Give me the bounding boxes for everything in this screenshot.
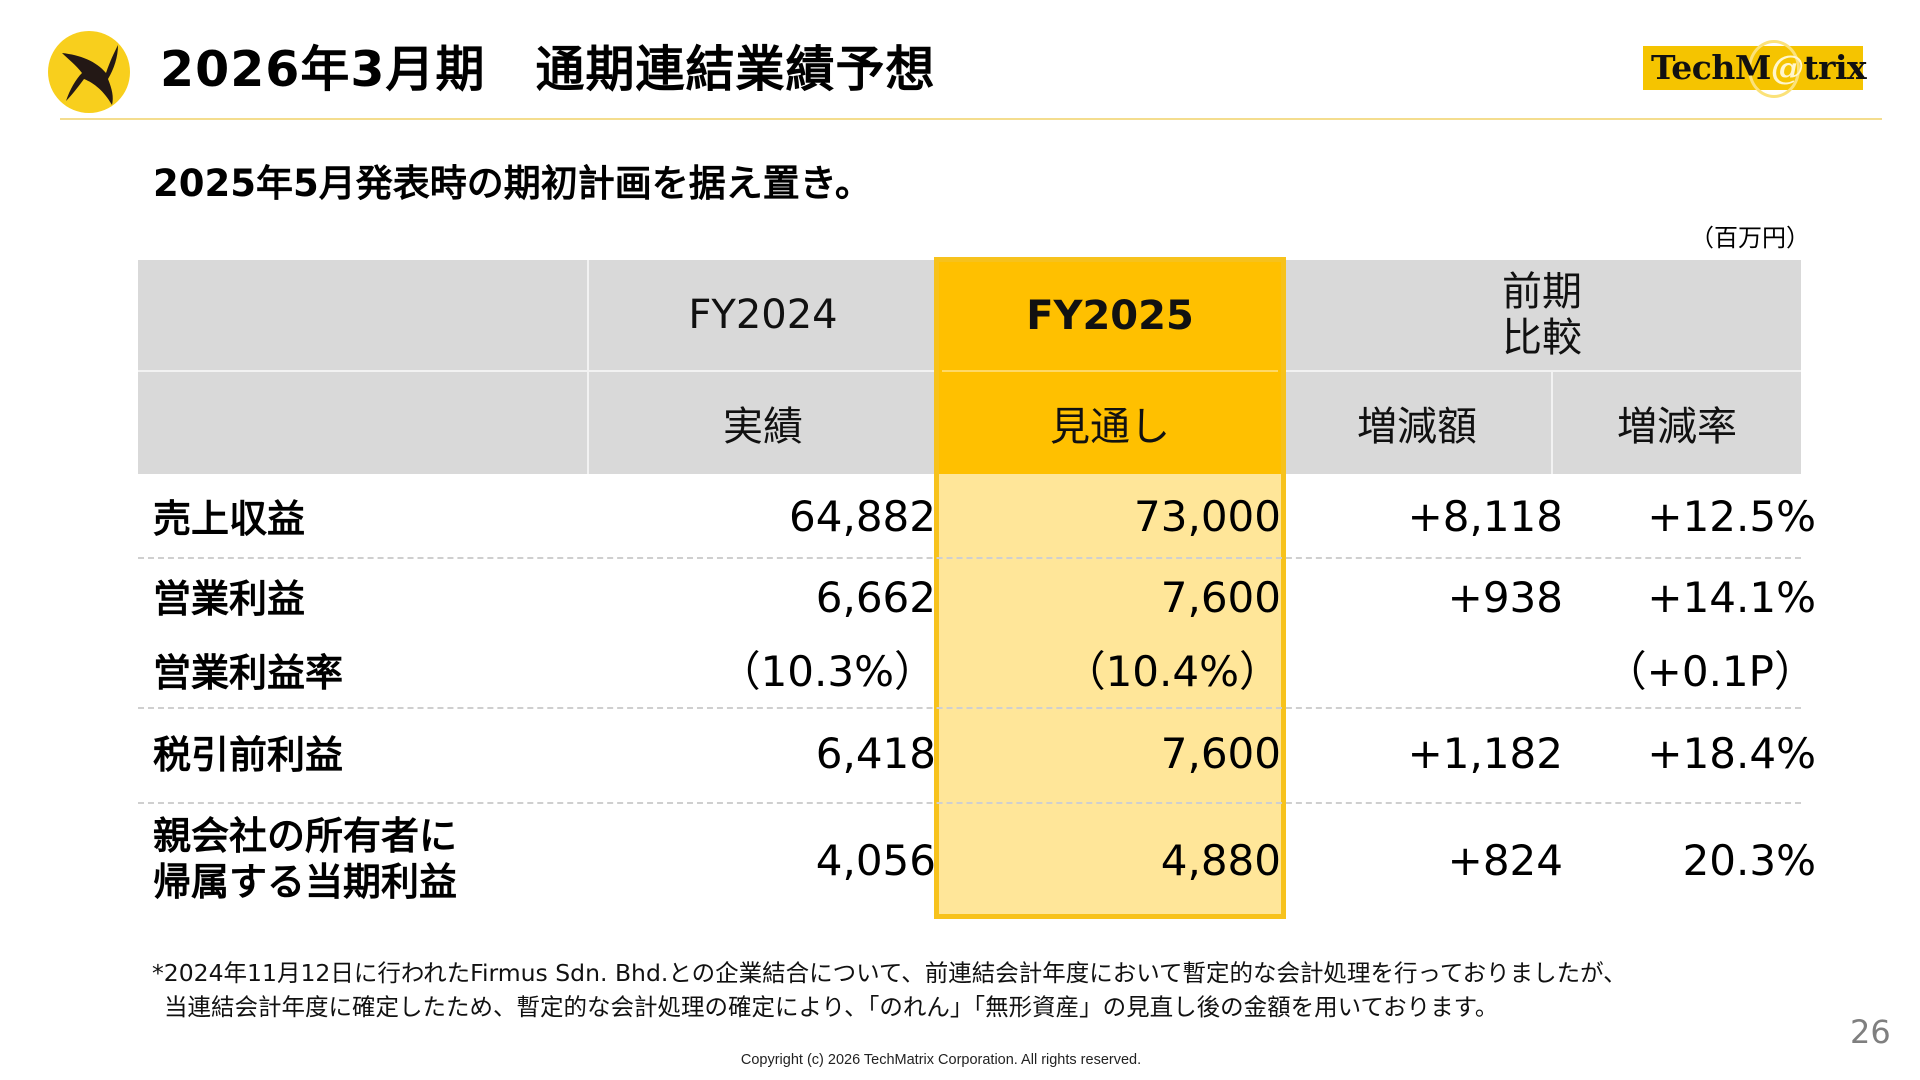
header-comparison: 前期 比較 xyxy=(1283,260,1801,372)
cell-fy2024: 4,056 xyxy=(815,836,936,885)
cell-diff: +8,118 xyxy=(1407,492,1563,541)
row-label-operating-profit: 営業利益 xyxy=(153,577,306,621)
row-divider xyxy=(138,557,1801,559)
cell-rate: 20.3% xyxy=(1682,836,1816,885)
header-divider xyxy=(60,118,1882,120)
techmatrix-brand-logo: TechM@trix xyxy=(1643,40,1867,98)
unit-label: （百万円） xyxy=(1690,224,1810,252)
row-label-net-profit: 親会社の所有者に 帰属する当期利益 xyxy=(153,813,457,905)
fy2025-header-divider xyxy=(942,370,1278,372)
row-label-net-profit-line2: 帰属する当期利益 xyxy=(153,860,458,904)
row-divider xyxy=(138,802,1801,804)
cell-fy2025: 7,600 xyxy=(1160,573,1281,622)
page-title: 2026年3月期 通期連結業績予想 xyxy=(160,41,936,98)
cell-rate: +12.5% xyxy=(1647,492,1816,541)
header-fy2025: FY2025 xyxy=(939,262,1281,370)
header-fy2025-sub: 見通し xyxy=(939,372,1281,474)
cell-fy2024: 64,882 xyxy=(789,492,936,541)
header-rate-label: 増減率 xyxy=(1617,404,1737,450)
footnote: *2024年11月12日に行われたFirmus Sdn. Bhd.との企業結合に… xyxy=(152,956,1627,1024)
brand-at-icon: @ xyxy=(1770,48,1804,87)
row-label-pretax-profit: 税引前利益 xyxy=(153,733,344,777)
cell-fy2024: 6,662 xyxy=(815,573,936,622)
cell-diff: +824 xyxy=(1447,836,1563,885)
cell-fy2025: 73,000 xyxy=(1134,492,1281,541)
header-actual-label: 実績 xyxy=(723,404,803,450)
header-fy2025-label: FY2025 xyxy=(1026,293,1194,339)
cell-diff: +1,182 xyxy=(1407,729,1563,778)
row-label-revenue: 売上収益 xyxy=(153,497,306,541)
header-empty-top xyxy=(138,260,589,372)
copyright: Copyright (c) 2026 TechMatrix Corporatio… xyxy=(740,1052,1142,1068)
brand-logo-text: TechM@trix xyxy=(1651,47,1867,89)
slide-subtitle: 2025年5月発表時の期初計画を据え置き。 xyxy=(153,162,872,205)
brand-text-post: trix xyxy=(1803,48,1867,87)
cell-fy2025: （10.4%） xyxy=(1063,647,1281,696)
footnote-line2: 当連結会計年度に確定したため、暫定的な会計処理の確定により、「のれん」「無形資産… xyxy=(164,993,1499,1021)
header-forecast-label: 見通し xyxy=(1050,404,1170,450)
cell-fy2025: 7,600 xyxy=(1160,729,1281,778)
techmatrix-x-logo-icon xyxy=(48,31,130,113)
header-fy2024-sub: 実績 xyxy=(589,372,937,474)
header-comparison-line1: 前期 xyxy=(1502,269,1582,315)
cell-diff: +938 xyxy=(1447,573,1563,622)
header-diff-label: 増減額 xyxy=(1357,404,1477,450)
header-fy2024-label: FY2024 xyxy=(688,292,838,338)
cell-rate: +14.1% xyxy=(1647,573,1816,622)
row-divider xyxy=(138,707,1801,709)
row-label-net-profit-line1: 親会社の所有者に xyxy=(153,814,458,858)
cell-fy2025: 4,880 xyxy=(1160,836,1281,885)
row-label-operating-margin: 営業利益率 xyxy=(153,651,344,695)
header-comparison-line2: 比較 xyxy=(1502,315,1582,361)
cell-rate: （+0.1P） xyxy=(1604,647,1816,696)
cell-fy2024: 6,418 xyxy=(815,729,936,778)
cell-fy2024: （10.3%） xyxy=(718,647,936,696)
header-fy2024: FY2024 xyxy=(589,260,937,372)
footnote-line1: *2024年11月12日に行われたFirmus Sdn. Bhd.との企業結合に… xyxy=(152,959,1627,987)
brand-logo-ring xyxy=(1748,40,1800,98)
header-diff: 増減額 xyxy=(1283,372,1553,474)
brand-text-pre: TechM xyxy=(1651,48,1771,87)
cell-rate: +18.4% xyxy=(1647,729,1816,778)
header-rate: 増減率 xyxy=(1553,372,1801,474)
header-empty-bottom xyxy=(138,372,589,474)
page-number: 26 xyxy=(1850,1013,1891,1051)
